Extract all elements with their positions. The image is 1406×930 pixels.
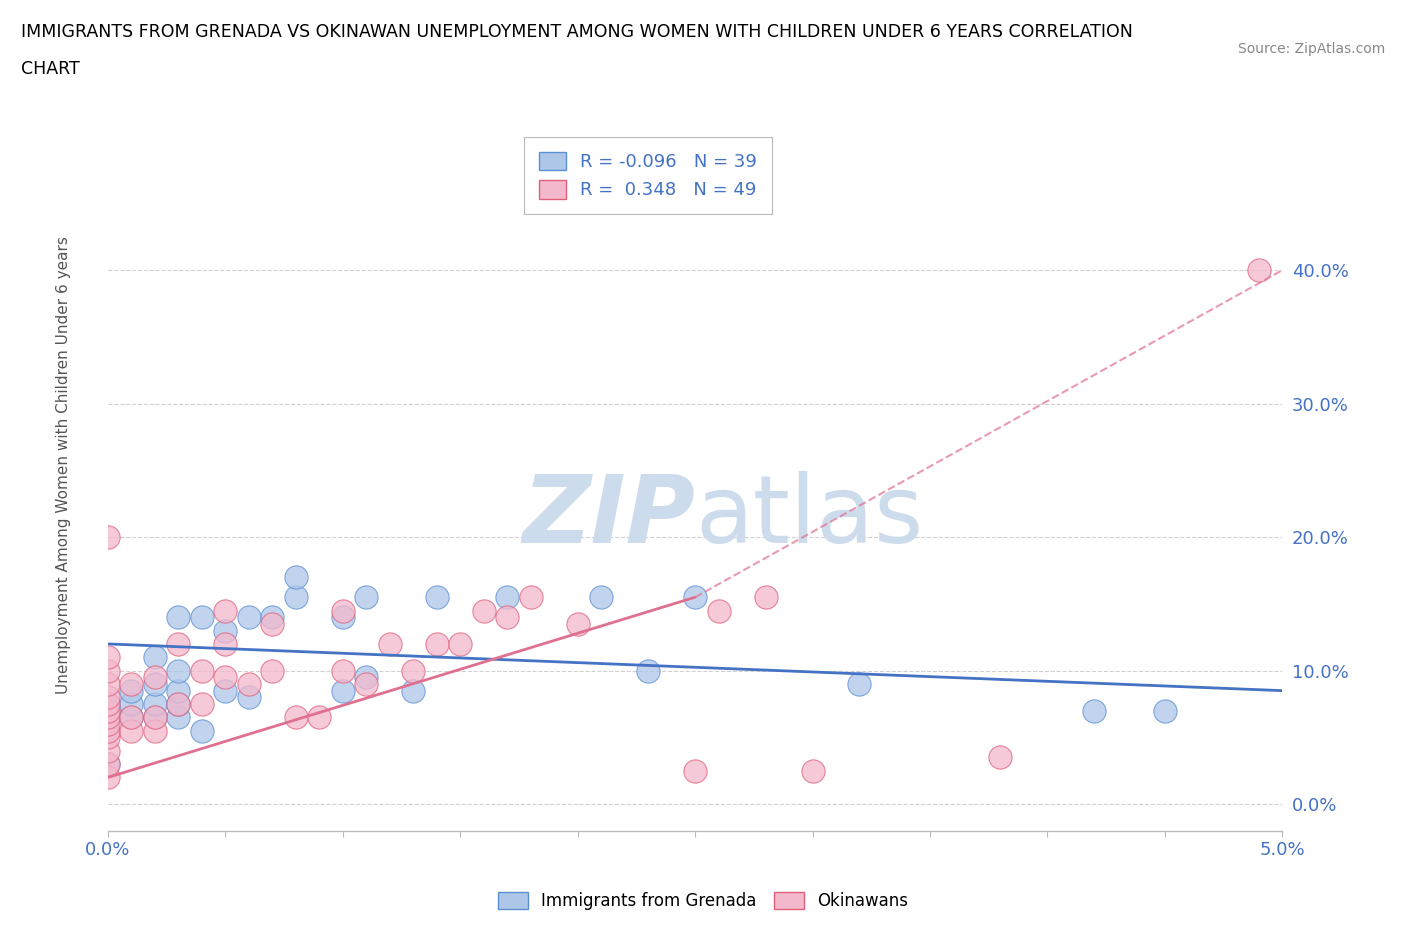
Point: [143, 670, 166, 684]
Point: [191, 663, 214, 678]
Point: [121, 697, 143, 711]
Point: [1247, 263, 1270, 278]
Point: [97, 717, 120, 732]
Point: [167, 610, 190, 625]
Point: [801, 764, 824, 778]
Point: [332, 604, 354, 618]
Point: [97, 710, 120, 724]
Point: [519, 590, 541, 604]
Point: [97, 690, 120, 705]
Point: [754, 590, 776, 604]
Point: [121, 684, 143, 698]
Point: [97, 724, 120, 738]
Point: [214, 684, 236, 698]
Point: [191, 697, 214, 711]
Point: [402, 663, 425, 678]
Point: [97, 697, 120, 711]
Point: [121, 710, 143, 724]
Point: [496, 590, 519, 604]
Point: [143, 710, 166, 724]
Text: atlas: atlas: [695, 472, 924, 564]
Point: [284, 710, 307, 724]
Point: [332, 663, 354, 678]
Point: [143, 650, 166, 665]
Point: [496, 610, 519, 625]
Point: [1083, 703, 1105, 718]
Point: [97, 710, 120, 724]
Point: [121, 724, 143, 738]
Point: [97, 650, 120, 665]
Point: [848, 676, 870, 691]
Point: [238, 676, 260, 691]
Point: [332, 684, 354, 698]
Point: [262, 610, 284, 625]
Point: [191, 610, 214, 625]
Point: [214, 636, 236, 651]
Point: [97, 703, 120, 718]
Point: [214, 623, 236, 638]
Point: [591, 590, 613, 604]
Point: [284, 570, 307, 585]
Point: [143, 724, 166, 738]
Point: [356, 670, 378, 684]
Point: [121, 710, 143, 724]
Point: [402, 684, 425, 698]
Point: [97, 697, 120, 711]
Text: IMMIGRANTS FROM GRENADA VS OKINAWAN UNEMPLOYMENT AMONG WOMEN WITH CHILDREN UNDER: IMMIGRANTS FROM GRENADA VS OKINAWAN UNEM…: [21, 23, 1133, 41]
Point: [1153, 703, 1175, 718]
Point: [426, 636, 449, 651]
Legend: Immigrants from Grenada, Okinawans: Immigrants from Grenada, Okinawans: [492, 885, 914, 917]
Point: [97, 676, 120, 691]
Point: [167, 636, 190, 651]
Point: [683, 590, 706, 604]
Text: ZIP: ZIP: [522, 472, 695, 564]
Point: [707, 604, 730, 618]
Point: [990, 750, 1012, 764]
Point: [143, 710, 166, 724]
Text: Unemployment Among Women with Children Under 6 years: Unemployment Among Women with Children U…: [56, 236, 70, 694]
Point: [167, 697, 190, 711]
Point: [97, 530, 120, 545]
Point: [97, 663, 120, 678]
Point: [167, 697, 190, 711]
Point: [214, 604, 236, 618]
Point: [262, 663, 284, 678]
Point: [97, 743, 120, 758]
Text: Source: ZipAtlas.com: Source: ZipAtlas.com: [1237, 42, 1385, 56]
Point: [356, 676, 378, 691]
Point: [214, 670, 236, 684]
Point: [356, 590, 378, 604]
Point: [332, 610, 354, 625]
Point: [97, 757, 120, 772]
Point: [97, 724, 120, 738]
Point: [167, 710, 190, 724]
Point: [683, 764, 706, 778]
Point: [378, 636, 401, 651]
Point: [262, 617, 284, 631]
Point: [97, 703, 120, 718]
Legend: R = -0.096   N = 39, R =  0.348   N = 49: R = -0.096 N = 39, R = 0.348 N = 49: [524, 138, 772, 214]
Point: [97, 730, 120, 745]
Point: [238, 690, 260, 705]
Point: [238, 610, 260, 625]
Point: [567, 617, 589, 631]
Text: CHART: CHART: [21, 60, 80, 78]
Point: [426, 590, 449, 604]
Point: [143, 676, 166, 691]
Point: [637, 663, 659, 678]
Point: [167, 663, 190, 678]
Point: [167, 684, 190, 698]
Point: [308, 710, 330, 724]
Point: [143, 697, 166, 711]
Point: [97, 770, 120, 785]
Point: [472, 604, 495, 618]
Point: [191, 724, 214, 738]
Point: [121, 676, 143, 691]
Point: [449, 636, 471, 651]
Point: [97, 757, 120, 772]
Point: [284, 590, 307, 604]
